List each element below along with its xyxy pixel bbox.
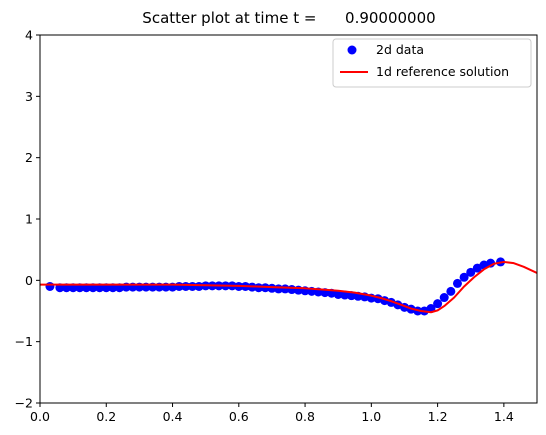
chart-title: Scatter plot at time t = 0.90000000 [142,9,435,27]
y-tick-label: 2 [25,150,33,165]
x-tick-label: 1.2 [428,409,448,424]
y-tick-label: 0 [25,273,33,288]
legend-box [332,38,532,88]
data-point-2d [459,272,469,282]
data-point-2d [439,293,449,303]
data-point-2d [254,283,264,293]
x-axis: 0.0 0.2 0.4 0.6 0.8 1.0 1.2 1.4 [30,403,514,424]
data-point-2d [333,289,343,299]
x-tick-label: 0.4 [163,409,183,424]
data-point-2d [466,267,476,277]
plot-area [40,257,537,316]
y-tick-label: −2 [15,396,33,411]
x-tick-label: 1.0 [361,409,381,424]
data-point-2d [340,290,350,300]
x-tick-label: 0.2 [96,409,116,424]
data-point-2d [433,299,443,309]
data-point-2d [45,281,55,291]
y-axis: −2 −1 0 1 2 3 4 [15,28,40,411]
data-point-2d [446,286,456,296]
legend-marker-2d-data [347,45,357,55]
y-tick-label: 4 [25,28,33,43]
y-tick-label: 3 [25,89,33,104]
legend-label-1d-reference: 1d reference solution [376,64,509,79]
y-tick-label: −1 [15,334,33,349]
legend-label-2d-data: 2d data [376,42,424,57]
x-tick-label: 0.8 [295,409,315,424]
x-tick-label: 1.4 [494,409,514,424]
data-point-2d [452,278,462,288]
reference-solution-line [40,260,537,314]
y-tick-label: 1 [25,212,33,227]
legend: 2d data 1d reference solution [332,38,532,88]
x-tick-label: 0.6 [229,409,249,424]
x-tick-label: 0.0 [30,409,50,424]
